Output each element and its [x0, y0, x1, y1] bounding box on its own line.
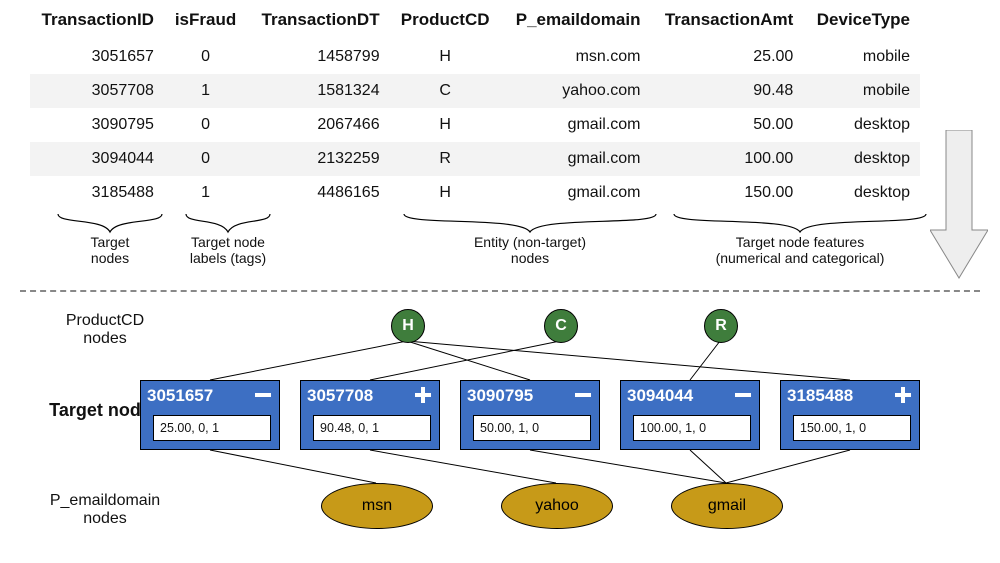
section-divider [20, 290, 980, 292]
cell: 3090795 [30, 108, 164, 142]
cell: 90.48 [650, 74, 803, 108]
col-header: isFraud [164, 4, 247, 40]
cell: msn.com [501, 40, 651, 74]
cell: 1581324 [247, 74, 390, 108]
email-node: yahoo [501, 483, 613, 529]
target-node: 3051657 25.00, 0, 1 [140, 380, 280, 450]
brace-group-entity-nodes: Entity (non-target) nodes [400, 212, 660, 266]
table-header-row: TransactionID isFraud TransactionDT Prod… [30, 4, 920, 40]
target-node: 3057708 90.48, 0, 1 [300, 380, 440, 450]
cell: 1458799 [247, 40, 390, 74]
col-header: TransactionAmt [650, 4, 803, 40]
fraud-sign-icon [413, 385, 433, 405]
col-header: P_emaildomain [501, 4, 651, 40]
cell: 150.00 [650, 176, 803, 210]
cell: 25.00 [650, 40, 803, 74]
cell: 100.00 [650, 142, 803, 176]
target-node: 3185488 150.00, 1, 0 [780, 380, 920, 450]
target-features: 90.48, 0, 1 [313, 415, 431, 441]
fraud-sign-icon [893, 385, 913, 405]
cell: 1 [164, 176, 247, 210]
row-label-email: P_emaildomain nodes [10, 492, 200, 529]
brace-icon [183, 212, 273, 234]
email-node: msn [321, 483, 433, 529]
data-table: TransactionID isFraud TransactionDT Prod… [30, 4, 920, 210]
brace-label: nodes [511, 250, 549, 266]
target-features: 25.00, 0, 1 [153, 415, 271, 441]
cell: 0 [164, 40, 247, 74]
target-node: 3094044 100.00, 1, 0 [620, 380, 760, 450]
cell: gmail.com [501, 176, 651, 210]
target-features: 50.00, 1, 0 [473, 415, 591, 441]
cell: 1 [164, 74, 247, 108]
cell: 0 [164, 108, 247, 142]
fraud-sign-icon [573, 385, 593, 405]
table-row: 3057708 1 1581324 C yahoo.com 90.48 mobi… [30, 74, 920, 108]
table-row: 3185488 1 4486165 H gmail.com 150.00 des… [30, 176, 920, 210]
productcd-node: H [391, 309, 425, 343]
brace-icon [670, 212, 930, 234]
col-header: ProductCD [390, 4, 501, 40]
cell: desktop [803, 176, 920, 210]
cell: H [390, 108, 501, 142]
cell: C [390, 74, 501, 108]
target-node: 3090795 50.00, 1, 0 [460, 380, 600, 450]
cell: gmail.com [501, 142, 651, 176]
brace-group-target-features: Target node features (numerical and cate… [670, 212, 930, 266]
cell: mobile [803, 74, 920, 108]
cell: R [390, 142, 501, 176]
down-arrow-icon [930, 130, 988, 280]
brace-group-target-labels: Target node labels (tags) [178, 212, 278, 266]
brace-label: Entity (non-target) [474, 234, 586, 250]
brace-label: Target [91, 234, 130, 250]
cell: 4486165 [247, 176, 390, 210]
productcd-node: C [544, 309, 578, 343]
brace-group-target-nodes: Target nodes [50, 212, 170, 266]
col-header: TransactionDT [247, 4, 390, 40]
table-row: 3090795 0 2067466 H gmail.com 50.00 desk… [30, 108, 920, 142]
target-features: 150.00, 1, 0 [793, 415, 911, 441]
col-header: TransactionID [30, 4, 164, 40]
brace-label: nodes [91, 250, 129, 266]
row-label-productcd: ProductCD nodes [10, 312, 200, 349]
col-header: DeviceType [803, 4, 920, 40]
column-brace-layer: Target nodes Target node labels (tags) E… [30, 212, 920, 282]
cell: 3094044 [30, 142, 164, 176]
email-node: gmail [671, 483, 783, 529]
cell: 2067466 [247, 108, 390, 142]
cell: 2132259 [247, 142, 390, 176]
table-row: 3051657 0 1458799 H msn.com 25.00 mobile [30, 40, 920, 74]
brace-label: labels (tags) [190, 250, 266, 266]
cell: yahoo.com [501, 74, 651, 108]
brace-icon [55, 212, 165, 234]
cell: desktop [803, 108, 920, 142]
cell: H [390, 176, 501, 210]
fraud-sign-icon [253, 385, 273, 405]
cell: 3057708 [30, 74, 164, 108]
cell: 50.00 [650, 108, 803, 142]
brace-label: (numerical and categorical) [716, 250, 885, 266]
productcd-node: R [704, 309, 738, 343]
target-features: 100.00, 1, 0 [633, 415, 751, 441]
table-row: 3094044 0 2132259 R gmail.com 100.00 des… [30, 142, 920, 176]
cell: desktop [803, 142, 920, 176]
brace-label: Target node features [736, 234, 864, 250]
cell: 0 [164, 142, 247, 176]
brace-icon [400, 212, 660, 234]
cell: mobile [803, 40, 920, 74]
graph-diagram: ProductCD nodes Target nodes P_emaildoma… [0, 300, 1000, 556]
cell: H [390, 40, 501, 74]
fraud-sign-icon [733, 385, 753, 405]
table-body: 3051657 0 1458799 H msn.com 25.00 mobile… [30, 40, 920, 210]
cell: 3051657 [30, 40, 164, 74]
brace-label: Target node [191, 234, 265, 250]
cell: 3185488 [30, 176, 164, 210]
cell: gmail.com [501, 108, 651, 142]
